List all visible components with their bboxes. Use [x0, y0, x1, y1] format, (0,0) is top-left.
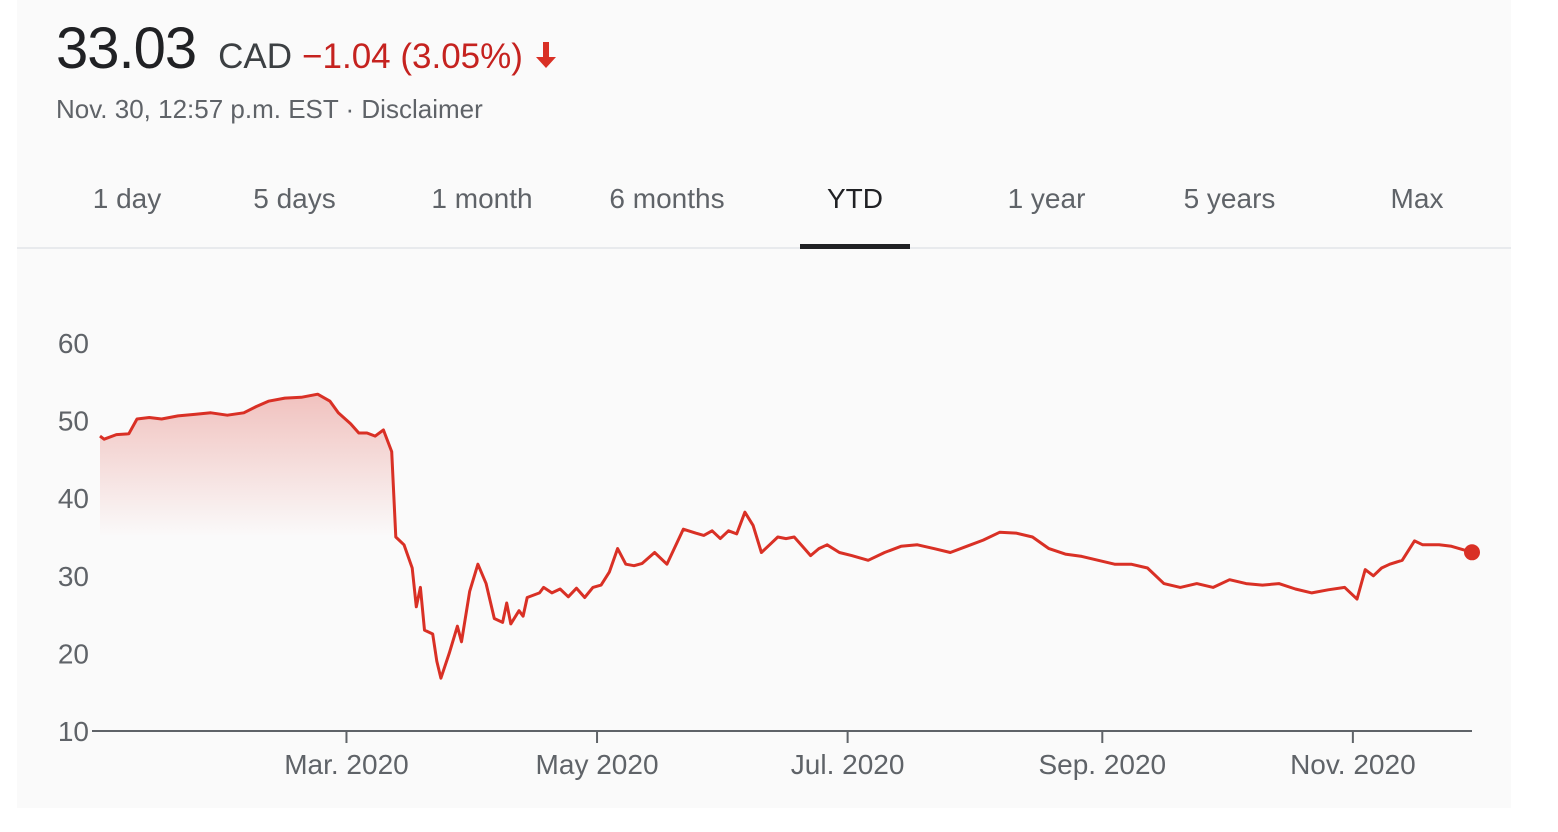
tab-ytd[interactable]: YTD — [800, 150, 910, 249]
quote-meta: Nov. 30, 12:57 p.m. EST · Disclaimer — [56, 94, 483, 125]
quote-timestamp: Nov. 30, 12:57 p.m. EST — [56, 94, 339, 124]
price-line — [99, 392, 1473, 680]
tab-1-month[interactable]: 1 month — [431, 182, 533, 214]
tab-5-days[interactable]: 5 days — [253, 182, 336, 214]
x-tick-label: Sep. 2020 — [1038, 749, 1166, 780]
x-tick-label: May 2020 — [536, 749, 659, 780]
y-tick-label: 10 — [58, 716, 89, 747]
x-tick-label: Jul. 2020 — [791, 749, 905, 780]
price-area-fill — [100, 394, 396, 537]
y-tick-label: 50 — [58, 406, 89, 437]
current-price: 33.03 — [56, 16, 197, 81]
arrow-down-icon — [533, 40, 559, 70]
tab-1-day[interactable]: 1 day — [92, 182, 162, 214]
x-tick-label: Nov. 2020 — [1290, 749, 1416, 780]
latest-price-marker[interactable] — [1464, 544, 1480, 561]
y-tick-label: 20 — [58, 638, 89, 669]
tab-max[interactable]: Max — [1390, 182, 1444, 214]
quote-header: 33.03 CAD −1.04 (3.05%) — [56, 20, 559, 90]
x-tick-label: Mar. 2020 — [284, 749, 409, 780]
y-tick-label: 40 — [58, 483, 89, 514]
y-tick-label: 30 — [58, 561, 89, 592]
disclaimer-link[interactable]: Disclaimer — [361, 94, 483, 124]
currency-code: CAD — [218, 37, 293, 76]
tab-6-months[interactable]: 6 months — [609, 182, 725, 214]
tab-5-years[interactable]: 5 years — [1183, 182, 1276, 214]
tab-1-year[interactable]: 1 year — [1007, 182, 1086, 214]
time-range-tabs: 1 day 5 days 1 month 6 months YTD 1 year… — [17, 150, 1511, 249]
meta-separator: · — [338, 94, 362, 124]
price-change: −1.04 (3.05%) — [302, 37, 523, 76]
y-tick-label: 60 — [58, 328, 89, 359]
